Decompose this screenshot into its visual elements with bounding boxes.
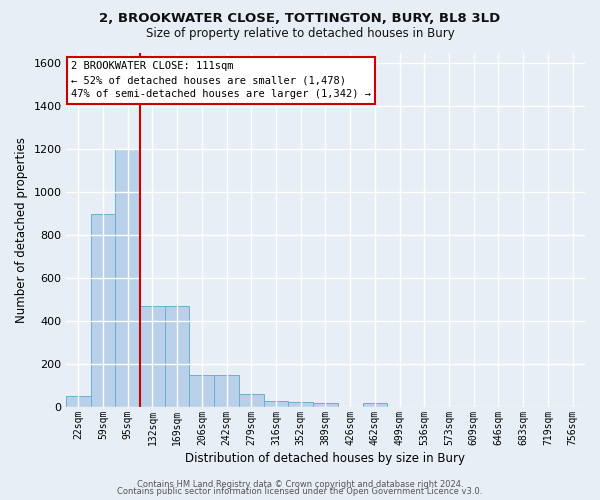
Bar [115,149,140,407]
Text: Contains public sector information licensed under the Open Government Licence v3: Contains public sector information licen… [118,488,482,496]
Bar [263,400,289,407]
Bar [190,375,214,407]
Bar [214,375,239,407]
Bar [66,396,91,407]
Bar [239,394,263,407]
Text: Contains HM Land Registry data © Crown copyright and database right 2024.: Contains HM Land Registry data © Crown c… [137,480,463,489]
Text: 2 BROOKWATER CLOSE: 111sqm
← 52% of detached houses are smaller (1,478)
47% of s: 2 BROOKWATER CLOSE: 111sqm ← 52% of deta… [71,62,371,100]
Bar [289,402,313,407]
Bar [165,306,190,407]
Bar [140,306,165,407]
Bar [313,402,338,407]
X-axis label: Distribution of detached houses by size in Bury: Distribution of detached houses by size … [185,452,466,465]
Bar [91,214,115,407]
Bar [362,402,387,407]
Text: Size of property relative to detached houses in Bury: Size of property relative to detached ho… [146,28,454,40]
Y-axis label: Number of detached properties: Number of detached properties [15,137,28,323]
Text: 2, BROOKWATER CLOSE, TOTTINGTON, BURY, BL8 3LD: 2, BROOKWATER CLOSE, TOTTINGTON, BURY, B… [100,12,500,26]
